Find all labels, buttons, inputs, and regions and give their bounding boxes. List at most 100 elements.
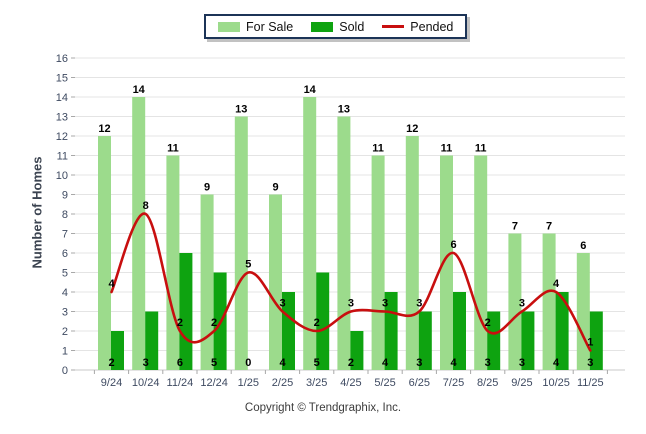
for-sale-bar (371, 155, 385, 370)
for-sale-value-label: 13 (235, 104, 247, 116)
for-sale-value-label: 11 (372, 143, 384, 155)
pended-value-label: 2 (314, 317, 320, 329)
for-sale-bar (98, 136, 111, 370)
sold-bar (282, 292, 295, 370)
x-tick-label: 12/24 (200, 377, 228, 389)
for-sale-value-label: 12 (406, 123, 418, 135)
x-tick-label: 7/25 (443, 377, 464, 389)
y-tick-label: 16 (56, 53, 68, 65)
x-tick-label: 11/24 (167, 377, 194, 389)
sold-bar (487, 311, 501, 370)
for-sale-bar (269, 194, 282, 370)
pended-value-label: 2 (177, 317, 183, 329)
sold-bar (521, 311, 535, 370)
sold-bar (589, 311, 603, 370)
for-sale-value-label: 11 (475, 143, 487, 155)
x-tick-label: 4/25 (340, 377, 361, 389)
x-tick-label: 1/25 (238, 377, 259, 389)
legend-label-pended: Pended (410, 19, 454, 34)
pended-value-label: 3 (416, 298, 422, 310)
pended-value-label: 3 (279, 298, 285, 310)
x-tick-label: 3/25 (306, 377, 327, 389)
legend-item-pended: Pended (382, 20, 453, 34)
y-tick-label: 0 (62, 365, 68, 377)
y-tick-label: 9 (62, 190, 68, 202)
for-sale-value-label: 9 (204, 182, 210, 194)
legend: For Sale Sold Pended (204, 14, 468, 39)
x-tick-label: 9/25 (511, 377, 532, 389)
copyright-text: Copyright © Trendgraphix, Inc. (244, 402, 402, 414)
y-tick-label: 3 (62, 307, 68, 319)
pended-value-label: 2 (485, 317, 491, 329)
sold-value-label: 3 (143, 357, 149, 369)
y-tick-label: 2 (62, 326, 68, 338)
sold-value-label: 0 (245, 357, 251, 369)
y-tick-label: 6 (62, 248, 68, 260)
x-tick-label: 10/24 (132, 377, 160, 389)
for-sale-value-label: 14 (133, 84, 146, 96)
y-axis-title: Number of Homes (29, 156, 45, 269)
legend-item-for-sale: For Sale (218, 20, 293, 34)
pended-line-swatch-icon (382, 25, 405, 28)
pended-value-label: 8 (143, 200, 149, 212)
sold-bar (316, 272, 330, 370)
y-tick-label: 11 (57, 151, 68, 163)
for-sale-bar (576, 253, 590, 370)
for-sale-value-label: 14 (304, 84, 317, 96)
sold-bar (453, 292, 466, 370)
y-tick-label: 10 (56, 170, 68, 182)
for-sale-bar (337, 116, 351, 370)
for-sale-bar (303, 97, 317, 370)
pended-value-label: 3 (519, 298, 525, 310)
for-sale-bar (200, 194, 214, 370)
sold-value-label: 2 (108, 357, 114, 369)
for-sale-value-label: 7 (512, 221, 518, 233)
for-sale-bar (234, 116, 248, 370)
legend-label-for-sale: For Sale (246, 19, 294, 34)
pended-value-label: 5 (245, 259, 251, 271)
pended-value-label: 4 (108, 278, 115, 290)
sold-value-label: 3 (519, 357, 525, 369)
sold-value-label: 3 (485, 357, 491, 369)
sold-value-label: 5 (314, 357, 320, 369)
for-sale-swatch-icon (218, 21, 240, 32)
sold-bar (145, 311, 159, 370)
pended-value-label: 1 (587, 337, 593, 349)
for-sale-value-label: 13 (338, 104, 350, 116)
sold-bar (555, 292, 569, 370)
pended-value-label: 3 (348, 298, 354, 310)
pended-line (110, 212, 592, 352)
for-sale-value-label: 12 (98, 123, 110, 135)
sold-value-label: 3 (416, 357, 422, 369)
pended-value-label: 3 (382, 298, 388, 310)
for-sale-value-label: 11 (441, 143, 453, 155)
sold-swatch-icon (311, 21, 334, 32)
for-sale-bar (440, 155, 453, 370)
x-tick-label: 11/25 (577, 377, 604, 389)
for-sale-value-label: 9 (272, 182, 278, 194)
sold-bar (418, 311, 432, 370)
y-tick-label: 7 (62, 229, 68, 241)
y-tick-label: 4 (62, 287, 68, 299)
for-sale-bar (542, 233, 556, 370)
sold-value-label: 3 (587, 357, 593, 369)
for-sale-value-label: 6 (580, 240, 586, 252)
pended-value-label: 6 (450, 239, 456, 251)
for-sale-value-label: 11 (167, 143, 179, 155)
y-tick-label: 1 (62, 346, 68, 358)
x-tick-label: 6/25 (409, 377, 430, 389)
pended-value-label: 2 (211, 317, 217, 329)
legend-item-sold: Sold (311, 20, 364, 34)
sold-value-label: 2 (348, 357, 354, 369)
sold-bar (179, 253, 193, 370)
x-tick-label: 2/25 (272, 377, 293, 389)
sold-value-label: 4 (382, 357, 389, 369)
sold-value-label: 4 (450, 357, 457, 369)
sold-value-label: 5 (211, 357, 217, 369)
y-tick-label: 12 (56, 131, 68, 143)
sold-bar (111, 331, 124, 370)
for-sale-bar (166, 155, 180, 370)
sold-value-label: 6 (177, 357, 183, 369)
